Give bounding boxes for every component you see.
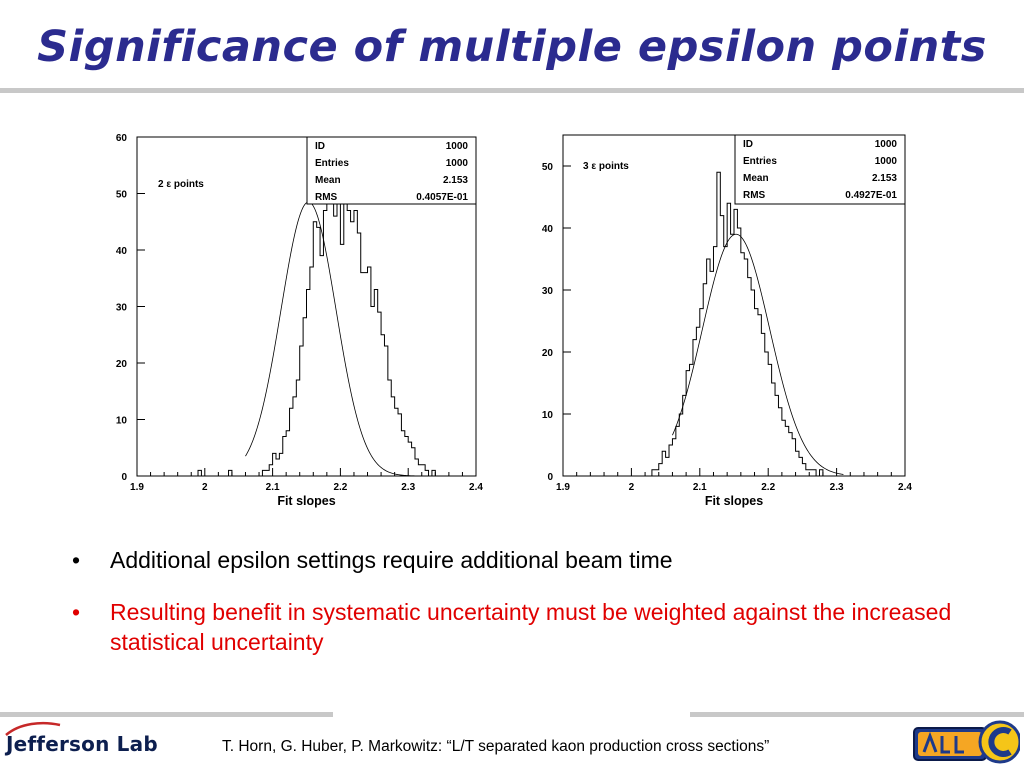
x-tick-label: 2.4: [469, 482, 483, 493]
y-tick-label: 50: [542, 162, 554, 173]
gaussian-fit-line: [672, 233, 844, 475]
y-tick-label: 30: [542, 286, 554, 297]
stats-key: Mean: [315, 175, 341, 186]
stats-key: Entries: [743, 156, 777, 167]
x-tick-label: 1.9: [556, 482, 570, 493]
bullet-marker: •: [72, 599, 81, 625]
x-tick-label: 2: [629, 482, 635, 493]
stats-value: 1000: [875, 156, 898, 167]
y-tick-label: 60: [116, 133, 128, 144]
x-tick-label: 2: [202, 482, 208, 493]
y-tick-label: 40: [116, 246, 128, 257]
x-tick-label: 2.4: [898, 482, 912, 493]
x-tick-label: 2.1: [266, 482, 280, 493]
x-axis-label: Fit slopes: [277, 494, 335, 508]
y-tick-label: 10: [542, 410, 554, 421]
stats-value: 1000: [446, 141, 469, 152]
jefferson-lab-swoosh-icon: [5, 721, 61, 736]
y-tick-label: 10: [116, 416, 128, 427]
bullet-item: • Additional epsilon settings require ad…: [72, 545, 972, 575]
gaussian-fit-line: [245, 201, 415, 477]
x-tick-label: 2.2: [333, 482, 347, 493]
stats-value: 0.4927E-01: [845, 190, 897, 201]
footer-divider-gap: [333, 712, 690, 717]
y-tick-label: 30: [116, 303, 128, 314]
bullet-item: • Resulting benefit in systematic uncert…: [72, 597, 972, 657]
points-annotation: 2 ε points: [158, 179, 204, 190]
footer: Jefferson Lab T. Horn, G. Huber, P. Mark…: [0, 720, 1024, 768]
stats-value: 2.153: [872, 173, 897, 184]
stats-box: [734, 134, 906, 205]
stats-value: 1000: [875, 139, 898, 150]
stats-box: [306, 136, 477, 205]
stats-key: ID: [315, 141, 325, 152]
x-axis-label: Fit slopes: [705, 494, 763, 508]
stats-key: RMS: [315, 192, 338, 203]
bullet-text: Additional epsilon settings require addi…: [110, 547, 673, 573]
y-tick-label: 40: [542, 224, 554, 235]
x-tick-label: 2.1: [693, 482, 707, 493]
stats-value: 2.153: [443, 175, 468, 186]
stats-key: Mean: [743, 173, 769, 184]
x-tick-label: 1.9: [130, 482, 144, 493]
stats-value: 0.4057E-01: [416, 192, 468, 203]
y-tick-label: 20: [542, 348, 554, 359]
y-tick-label: 0: [547, 472, 553, 483]
hall-c-logo: [913, 720, 1020, 764]
y-tick-label: 50: [116, 190, 128, 201]
stats-key: Entries: [315, 158, 349, 169]
bullet-text: Resulting benefit in systematic uncertai…: [110, 599, 952, 655]
stats-key: RMS: [743, 190, 766, 201]
footer-citation: T. Horn, G. Huber, P. Markowitz: “L/T se…: [222, 738, 770, 755]
x-tick-label: 2.3: [830, 482, 844, 493]
slide-title: Significance of multiple epsilon points: [37, 22, 987, 72]
x-tick-label: 2.2: [761, 482, 775, 493]
bullet-marker: •: [72, 547, 81, 573]
y-tick-label: 20: [116, 359, 128, 370]
points-annotation: 3 ε points: [583, 161, 629, 172]
stats-key: ID: [743, 139, 753, 150]
jefferson-lab-logo: Jefferson Lab: [6, 732, 158, 756]
title-divider: [0, 88, 1024, 93]
plot-frame: [562, 134, 906, 477]
bullet-list: • Additional epsilon settings require ad…: [72, 545, 972, 679]
y-tick-label: 0: [121, 472, 127, 483]
x-tick-label: 2.3: [401, 482, 415, 493]
stats-value: 1000: [446, 158, 469, 169]
